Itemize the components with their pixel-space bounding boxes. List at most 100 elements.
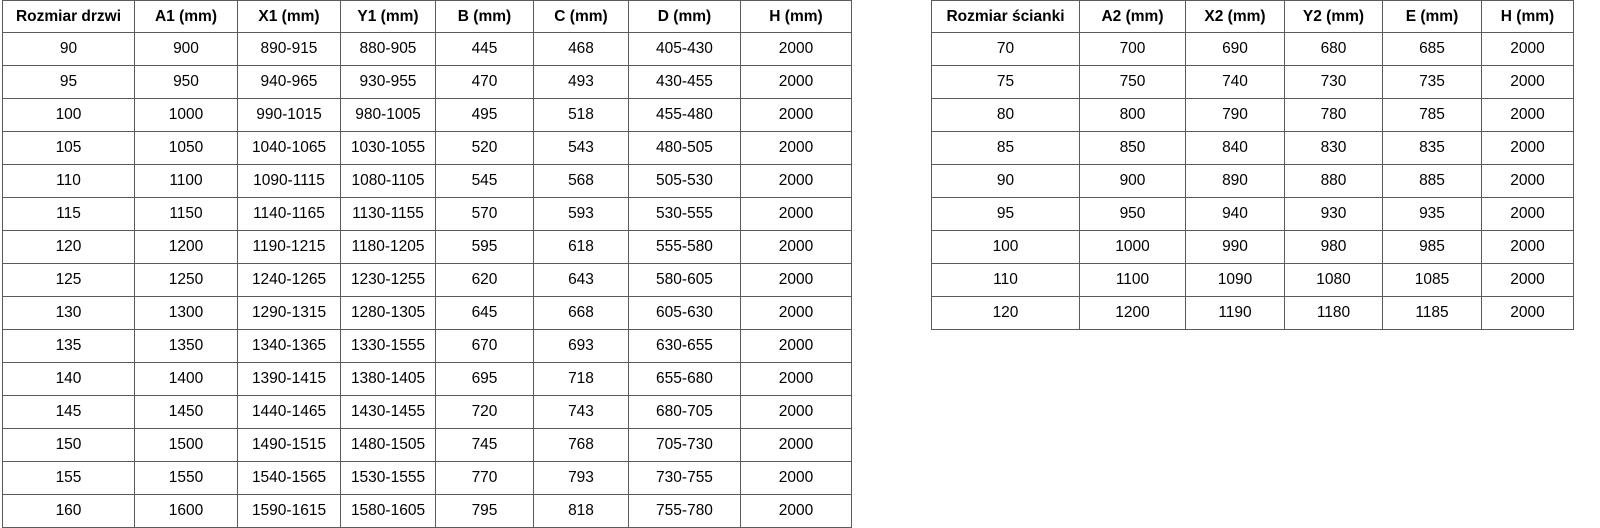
table-row: 130 1300 1290-1315 1280-1305 645 668 605-630 20… bbox=[2, 296, 852, 330]
walls-cell-r2-c5: 2000 bbox=[1481, 98, 1574, 132]
doors-cell-r11-c0: 145 bbox=[2, 395, 135, 429]
walls-column-header-4: E (mm) bbox=[1382, 0, 1482, 33]
doors-cell-r13-c7: 2000 bbox=[740, 461, 852, 495]
table-row: 85 850 840 830 835 2000 bbox=[931, 131, 1574, 165]
doors-cell-r14-c4: 795 bbox=[435, 494, 534, 528]
walls-column-header-1: A2 (mm) bbox=[1079, 0, 1186, 33]
doors-cell-r5-c7: 2000 bbox=[740, 197, 852, 231]
doors-cell-r13-c2: 1540-1565 bbox=[237, 461, 341, 495]
table-row: 115 1150 1140-1165 1130-1155 570 593 530-555 20… bbox=[2, 197, 852, 231]
walls-cell-r0-c3: 680 bbox=[1284, 32, 1383, 66]
doors-cell-r12-c1: 1500 bbox=[134, 428, 238, 462]
walls-cell-r1-c4: 735 bbox=[1382, 65, 1482, 99]
walls-cell-r4-c5: 2000 bbox=[1481, 164, 1574, 198]
doors-cell-r14-c6: 755-780 bbox=[628, 494, 741, 528]
walls-cell-r0-c1: 700 bbox=[1079, 32, 1186, 66]
table-row: 125 1250 1240-1265 1230-1255 620 643 580-605 20… bbox=[2, 263, 852, 297]
walls-cell-r3-c0: 85 bbox=[931, 131, 1080, 165]
doors-cell-r6-c6: 555-580 bbox=[628, 230, 741, 264]
doors-cell-r8-c2: 1290-1315 bbox=[237, 296, 341, 330]
doors-cell-r2-c1: 1000 bbox=[134, 98, 238, 132]
doors-cell-r3-c4: 520 bbox=[435, 131, 534, 165]
doors-cell-r12-c6: 705-730 bbox=[628, 428, 741, 462]
doors-cell-r10-c7: 2000 bbox=[740, 362, 852, 396]
doors-cell-r4-c7: 2000 bbox=[740, 164, 852, 198]
doors-cell-r10-c3: 1380-1405 bbox=[340, 362, 436, 396]
doors-cell-r1-c2: 940-965 bbox=[237, 65, 341, 99]
door-size-specification-table: Rozmiar drzwi A1 (mm) X1 (mm) Y1 (mm) B (mm)… bbox=[2, 0, 852, 528]
walls-cell-r1-c0: 75 bbox=[931, 65, 1080, 99]
walls-cell-r6-c5: 2000 bbox=[1481, 230, 1574, 264]
doors-cell-r3-c7: 2000 bbox=[740, 131, 852, 165]
doors-cell-r0-c4: 445 bbox=[435, 32, 534, 66]
doors-cell-r9-c6: 630-655 bbox=[628, 329, 741, 363]
doors-cell-r3-c3: 1030-1055 bbox=[340, 131, 436, 165]
doors-cell-r5-c5: 593 bbox=[533, 197, 629, 231]
doors-cell-r10-c1: 1400 bbox=[134, 362, 238, 396]
walls-cell-r6-c2: 990 bbox=[1185, 230, 1285, 264]
walls-cell-r1-c1: 750 bbox=[1079, 65, 1186, 99]
doors-cell-r12-c0: 150 bbox=[2, 428, 135, 462]
doors-cell-r14-c3: 1580-1605 bbox=[340, 494, 436, 528]
walls-cell-r8-c3: 1180 bbox=[1284, 296, 1383, 330]
walls-cell-r4-c0: 90 bbox=[931, 164, 1080, 198]
doors-cell-r8-c5: 668 bbox=[533, 296, 629, 330]
doors-cell-r1-c6: 430-455 bbox=[628, 65, 741, 99]
doors-cell-r1-c0: 95 bbox=[2, 65, 135, 99]
walls-cell-r4-c1: 900 bbox=[1079, 164, 1186, 198]
walls-cell-r4-c3: 880 bbox=[1284, 164, 1383, 198]
doors-cell-r6-c3: 1180-1205 bbox=[340, 230, 436, 264]
table-row: 150 1500 1490-1515 1480-1505 745 768 705-730 20… bbox=[2, 428, 852, 462]
table-row: 80 800 790 780 785 2000 bbox=[931, 98, 1574, 132]
doors-cell-r4-c6: 505-530 bbox=[628, 164, 741, 198]
doors-cell-r5-c2: 1140-1165 bbox=[237, 197, 341, 231]
doors-cell-r2-c0: 100 bbox=[2, 98, 135, 132]
doors-cell-r5-c3: 1130-1155 bbox=[340, 197, 436, 231]
doors-cell-r8-c7: 2000 bbox=[740, 296, 852, 330]
doors-cell-r1-c4: 470 bbox=[435, 65, 534, 99]
walls-cell-r8-c4: 1185 bbox=[1382, 296, 1482, 330]
doors-cell-r7-c6: 580-605 bbox=[628, 263, 741, 297]
walls-cell-r5-c3: 930 bbox=[1284, 197, 1383, 231]
doors-cell-r9-c4: 670 bbox=[435, 329, 534, 363]
wall-table-header: Rozmiar ścianki A2 (mm) X2 (mm) Y2 (mm) E (m… bbox=[931, 0, 1574, 33]
table-row: 120 1200 1190 1180 1185 2000 bbox=[931, 296, 1574, 330]
walls-column-header-2: X2 (mm) bbox=[1185, 0, 1285, 33]
walls-cell-r7-c1: 1100 bbox=[1079, 263, 1186, 297]
doors-column-header-3: Y1 (mm) bbox=[340, 0, 436, 33]
doors-cell-r8-c6: 605-630 bbox=[628, 296, 741, 330]
doors-cell-r10-c2: 1390-1415 bbox=[237, 362, 341, 396]
doors-column-header-2: X1 (mm) bbox=[237, 0, 341, 33]
walls-column-header-3: Y2 (mm) bbox=[1284, 0, 1383, 33]
doors-cell-r7-c5: 643 bbox=[533, 263, 629, 297]
walls-cell-r0-c5: 2000 bbox=[1481, 32, 1574, 66]
doors-cell-r5-c1: 1150 bbox=[134, 197, 238, 231]
table-row: 135 1350 1340-1365 1330-1555 670 693 630-655 20… bbox=[2, 329, 852, 363]
wall-table-body: 70 700 690 680 685 2000 75 750 740 730 735 2000 80 80… bbox=[931, 32, 1574, 330]
walls-cell-r2-c2: 790 bbox=[1185, 98, 1285, 132]
doors-cell-r7-c7: 2000 bbox=[740, 263, 852, 297]
table-row: 160 1600 1590-1615 1580-1605 795 818 755-780 20… bbox=[2, 494, 852, 528]
doors-cell-r4-c2: 1090-1115 bbox=[237, 164, 341, 198]
doors-cell-r0-c1: 900 bbox=[134, 32, 238, 66]
doors-cell-r5-c0: 115 bbox=[2, 197, 135, 231]
walls-cell-r8-c2: 1190 bbox=[1185, 296, 1285, 330]
walls-cell-r1-c2: 740 bbox=[1185, 65, 1285, 99]
doors-cell-r8-c1: 1300 bbox=[134, 296, 238, 330]
walls-cell-r2-c1: 800 bbox=[1079, 98, 1186, 132]
doors-cell-r5-c4: 570 bbox=[435, 197, 534, 231]
doors-cell-r13-c1: 1550 bbox=[134, 461, 238, 495]
walls-cell-r7-c5: 2000 bbox=[1481, 263, 1574, 297]
table-row: 90 900 890-915 880-905 445 468 405-430 2000 bbox=[2, 32, 852, 66]
walls-cell-r2-c3: 780 bbox=[1284, 98, 1383, 132]
table-row: 100 1000 990-1015 980-1005 495 518 455-480 2000 bbox=[2, 98, 852, 132]
doors-cell-r9-c2: 1340-1365 bbox=[237, 329, 341, 363]
doors-cell-r7-c2: 1240-1265 bbox=[237, 263, 341, 297]
table-row: 75 750 740 730 735 2000 bbox=[931, 65, 1574, 99]
walls-cell-r6-c1: 1000 bbox=[1079, 230, 1186, 264]
walls-cell-r8-c5: 2000 bbox=[1481, 296, 1574, 330]
table-header-row: Rozmiar drzwi A1 (mm) X1 (mm) Y1 (mm) B (mm)… bbox=[2, 0, 852, 33]
walls-cell-r2-c0: 80 bbox=[931, 98, 1080, 132]
walls-cell-r3-c5: 2000 bbox=[1481, 131, 1574, 165]
